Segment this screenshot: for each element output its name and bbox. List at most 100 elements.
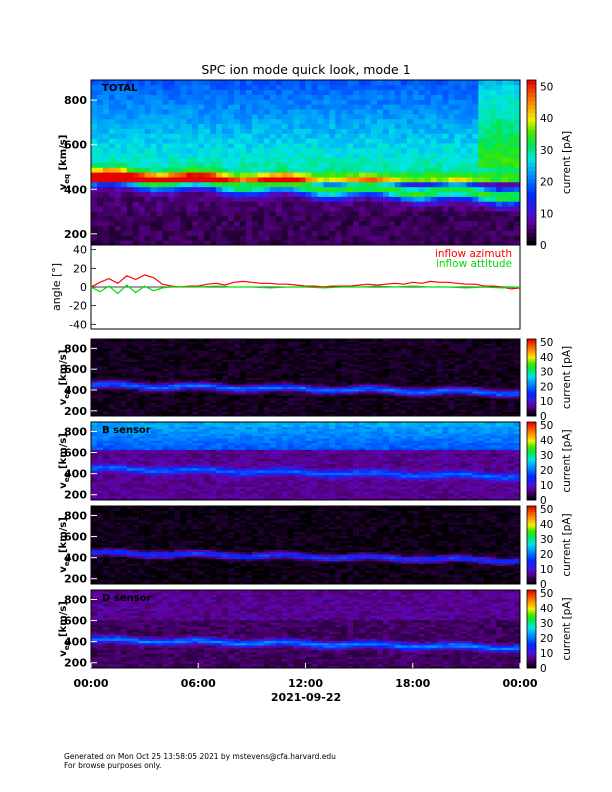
spectrogram-cell xyxy=(287,104,294,110)
spectrogram-cell xyxy=(210,167,217,173)
spectrogram-cell xyxy=(102,196,110,202)
spectrogram-cell xyxy=(496,94,503,100)
spectrogram-cell xyxy=(216,348,223,351)
spectrogram-cell xyxy=(257,128,265,134)
spectrogram-cell xyxy=(442,350,449,353)
spectrogram-cell xyxy=(382,359,390,363)
spectrogram-cell xyxy=(281,225,289,231)
spectrogram-cell xyxy=(239,113,247,120)
spectrogram-cell xyxy=(323,162,330,168)
spectrogram-cell xyxy=(335,400,342,403)
spectrogram-cell xyxy=(257,113,265,120)
spectrogram-cell xyxy=(293,138,300,144)
spectrogram-cell xyxy=(436,402,443,406)
spectrogram-cell xyxy=(234,138,241,144)
spectrogram-cell xyxy=(460,230,467,236)
spectrogram-cell xyxy=(418,240,426,246)
spectrogram-cell xyxy=(216,123,223,129)
spectrogram-cell xyxy=(508,384,515,387)
spectrogram-cell xyxy=(424,235,432,241)
spectrogram-cell xyxy=(257,104,265,110)
spectrogram-cell xyxy=(406,375,414,378)
spectrogram-cell xyxy=(126,172,134,178)
spectrogram-cell xyxy=(460,402,467,406)
spectrogram-cell xyxy=(406,201,414,207)
spectrogram-cell xyxy=(228,386,235,390)
spectrogram-cell xyxy=(496,162,503,168)
spectrogram-cell xyxy=(299,172,306,178)
spectrogram-cell xyxy=(210,230,217,236)
spectrogram-cell xyxy=(353,411,360,415)
spectrogram-cell xyxy=(323,359,330,363)
spectrogram-cell xyxy=(102,80,110,86)
spectrogram-cell xyxy=(269,123,277,129)
spectrogram-cell xyxy=(114,382,122,385)
spectrogram-cell xyxy=(454,339,461,342)
spectrogram-cell xyxy=(287,167,294,173)
spectrogram-cell xyxy=(359,143,366,149)
spectrogram-cell xyxy=(472,152,479,159)
spectrogram-cell xyxy=(472,196,479,202)
spectrogram-cell xyxy=(412,109,420,115)
spectrogram-cell xyxy=(216,128,223,134)
spectrogram-cell xyxy=(412,379,420,383)
spectrogram-cell xyxy=(210,395,217,399)
spectrogram-cell xyxy=(478,104,485,110)
spectrogram-cell xyxy=(114,363,122,367)
spectrogram-cell xyxy=(257,186,265,193)
spectrogram-cell xyxy=(239,409,247,412)
spectrogram-cell xyxy=(329,370,336,374)
spectrogram-cell xyxy=(424,393,432,397)
spectrogram-cell xyxy=(371,123,378,129)
spectrogram-cell xyxy=(210,181,217,188)
spectrogram-cell xyxy=(198,366,205,369)
spectrogram-cell xyxy=(174,388,181,392)
spectrogram-cell xyxy=(192,211,199,217)
spectrogram-cell xyxy=(150,341,157,344)
spectrogram-cell xyxy=(478,191,485,197)
spectrogram-cell xyxy=(514,350,521,353)
spectrogram-cell xyxy=(484,375,491,378)
spectrogram-cell xyxy=(138,393,146,397)
spectrogram-cell xyxy=(371,352,378,356)
spectrogram-cell xyxy=(353,143,360,149)
spectrogram-cell xyxy=(371,345,378,349)
spectrogram-cell xyxy=(126,397,134,401)
spectrogram-cell xyxy=(275,377,283,381)
spectrogram-cell xyxy=(251,89,259,95)
spectrogram-cell xyxy=(412,375,420,378)
spectrogram-cell xyxy=(251,157,259,163)
spectrogram-cell xyxy=(514,191,521,197)
spectrogram-cell xyxy=(150,104,157,110)
spectrogram-cell xyxy=(204,133,211,139)
spectrogram-cell xyxy=(108,89,116,95)
spectrogram-cell xyxy=(257,400,265,403)
spectrogram-cell xyxy=(400,388,408,392)
spectrogram-cell xyxy=(198,391,205,394)
spectrogram-cell xyxy=(400,386,408,390)
spectrogram-cell xyxy=(257,138,265,144)
spectrogram-cell xyxy=(96,172,104,178)
spectrogram-cell xyxy=(388,157,396,163)
spectrogram-cell xyxy=(293,348,300,351)
spectrogram-cell xyxy=(96,181,104,188)
spectrogram-cell xyxy=(102,379,110,383)
spectrogram-cell xyxy=(347,181,354,188)
spectrogram-cell xyxy=(323,341,330,344)
spectrogram-cell xyxy=(496,113,503,120)
spectrogram-cell xyxy=(228,366,235,369)
spectrogram-cell xyxy=(239,240,247,246)
spectrogram-cell xyxy=(174,393,181,397)
spectrogram-cell xyxy=(430,138,437,144)
spectrogram-cell xyxy=(216,177,223,183)
spectrogram-cell xyxy=(514,220,521,226)
spectrogram-cell xyxy=(275,99,283,105)
spectrogram-cell xyxy=(478,402,485,406)
spectrogram-cell xyxy=(204,366,211,369)
spectrogram-cell xyxy=(299,99,306,105)
spectrogram-cell xyxy=(365,382,372,385)
spectrogram-cell xyxy=(108,372,116,376)
spectrogram-cell xyxy=(496,377,503,381)
spectrogram-cell xyxy=(144,345,151,349)
spectrogram-cell xyxy=(204,177,211,183)
